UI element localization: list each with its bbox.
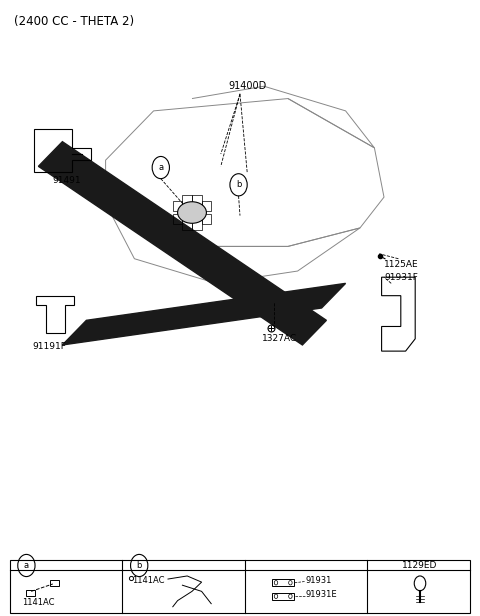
Text: 91491: 91491	[53, 176, 82, 185]
Text: 1327AC: 1327AC	[262, 334, 297, 343]
Bar	[173, 214, 182, 224]
Bar	[192, 220, 202, 230]
Text: 1125AE: 1125AE	[384, 260, 419, 269]
Polygon shape	[62, 283, 346, 345]
Bar	[182, 220, 192, 230]
Text: 1141AC: 1141AC	[22, 598, 55, 607]
Bar	[202, 201, 211, 211]
Text: b: b	[136, 561, 142, 570]
Text: 91400D: 91400D	[228, 81, 266, 91]
FancyBboxPatch shape	[10, 560, 470, 613]
Bar	[192, 195, 202, 205]
Text: 1141AC: 1141AC	[132, 577, 165, 585]
Polygon shape	[38, 142, 326, 345]
Ellipse shape	[178, 202, 206, 223]
Text: 91931F: 91931F	[384, 273, 418, 282]
Text: 1129ED: 1129ED	[402, 561, 438, 570]
Text: 91191F: 91191F	[33, 342, 67, 351]
Text: b: b	[236, 180, 241, 189]
Text: (2400 CC - THETA 2): (2400 CC - THETA 2)	[14, 15, 134, 28]
Text: 91931E: 91931E	[306, 590, 337, 599]
Bar	[202, 214, 211, 224]
Text: 91931: 91931	[306, 576, 332, 585]
Text: a: a	[158, 163, 163, 172]
Bar	[182, 195, 192, 205]
Bar	[26, 590, 35, 596]
Bar	[50, 580, 59, 586]
Text: a: a	[24, 561, 29, 570]
Bar	[173, 201, 182, 211]
